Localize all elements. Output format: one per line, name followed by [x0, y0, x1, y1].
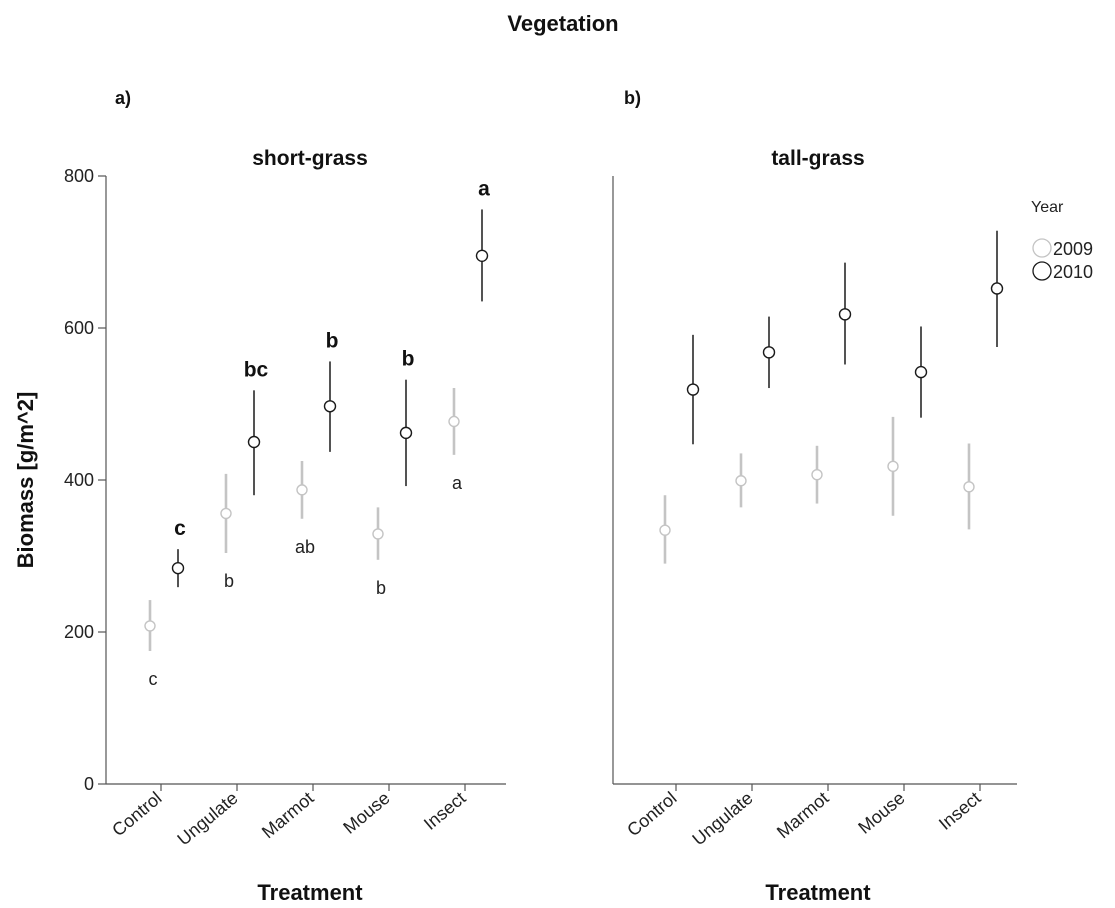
significance-letter-2010: b — [326, 329, 339, 352]
data-point-2009 — [963, 481, 975, 493]
y-tick-label: 600 — [64, 318, 94, 338]
data-point-2010 — [399, 426, 413, 440]
panel-b-title: tall-grass — [771, 147, 864, 170]
panel-b-x-axis-title: Treatment — [765, 880, 871, 905]
data-point-2010 — [686, 383, 700, 396]
data-point-2009 — [296, 484, 308, 496]
x-category-label: Ungulate — [689, 788, 757, 850]
panel-a-label: a) — [115, 88, 131, 108]
legend-symbol-2010 — [1032, 261, 1052, 281]
legend-label-2010: 2010 — [1053, 262, 1093, 282]
data-point-2009 — [811, 468, 823, 481]
significance-letter-2010: b — [402, 348, 415, 371]
significance-letter-2010: c — [174, 517, 186, 540]
panel-a-x-categories: Control Ungulate Marmot Mouse Insect — [108, 784, 470, 850]
significance-letter-2009: a — [452, 473, 463, 493]
significance-letter-2009: b — [376, 578, 386, 598]
significance-letter-2010: bc — [244, 358, 269, 381]
data-point-2010 — [247, 435, 261, 449]
data-point-2009 — [735, 475, 747, 487]
panel-b: b) tall-grass Control Ungulate Marmot Mouse… — [612, 88, 1017, 905]
data-point-2010 — [762, 346, 776, 359]
data-point-2009 — [659, 524, 671, 536]
significance-letter-2010: a — [478, 177, 490, 200]
x-category-label: Control — [623, 788, 680, 841]
data-point-2009 — [448, 415, 460, 428]
data-point-2009 — [144, 620, 156, 632]
x-category-label: Control — [108, 788, 165, 841]
data-point-2010 — [838, 308, 852, 321]
data-point-2010 — [475, 249, 489, 263]
x-category-label: Marmot — [258, 788, 318, 843]
legend: Year 2009 2010 — [1031, 199, 1093, 282]
data-point-2010 — [323, 400, 337, 413]
legend-title: Year — [1031, 199, 1064, 216]
y-tick-label: 400 — [64, 470, 94, 490]
data-point-2009 — [887, 460, 899, 473]
y-tick-label: 0 — [84, 774, 94, 794]
x-category-label: Ungulate — [174, 788, 242, 850]
significance-letter-2009: c — [149, 669, 158, 689]
panel-a: a) short-grass 0 200 400 600 800 Control Ungu… — [13, 88, 506, 905]
y-tick-label: 800 — [64, 166, 94, 186]
y-axis-title: Biomass [g/m^2] — [13, 392, 38, 569]
panel-a-x-axis-title: Treatment — [257, 880, 363, 905]
x-category-label: Mouse — [854, 788, 908, 838]
panel-a-y-ticks: 0 200 400 600 800 — [64, 166, 106, 794]
x-category-label: Insect — [420, 788, 470, 834]
data-point-2010 — [914, 365, 928, 379]
y-tick-label: 200 — [64, 622, 94, 642]
significance-letter-2009: b — [224, 571, 234, 591]
data-point-2009 — [220, 507, 232, 520]
panel-b-label: b) — [624, 88, 641, 108]
panel-a-title: short-grass — [252, 147, 368, 170]
data-point-2010 — [990, 282, 1004, 295]
data-point-2009 — [372, 528, 384, 540]
figure-title: Vegetation — [507, 11, 618, 36]
legend-label-2009: 2009 — [1053, 239, 1093, 259]
legend-symbol-2009 — [1032, 238, 1052, 258]
data-point-2010 — [171, 561, 185, 575]
x-category-label: Mouse — [339, 788, 393, 838]
panel-b-x-categories: Control Ungulate Marmot Mouse Insect — [623, 784, 985, 850]
significance-letter-2009: ab — [295, 537, 315, 557]
x-category-label: Insect — [935, 788, 985, 834]
x-category-label: Marmot — [773, 788, 833, 843]
panel-b-marks — [659, 230, 1004, 564]
panel-a-marks: c b ab b a c bc b b a — [144, 177, 490, 689]
